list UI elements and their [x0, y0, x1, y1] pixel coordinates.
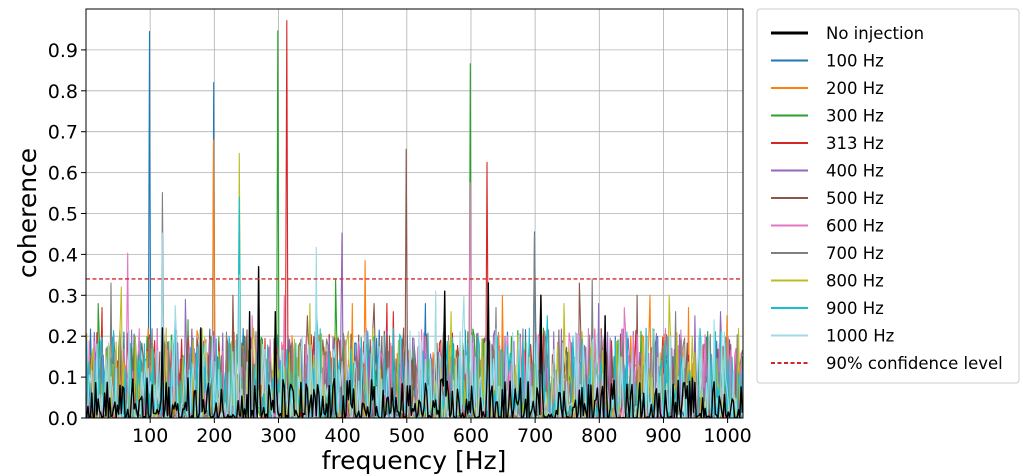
legend-label: 800 Hz	[826, 272, 884, 291]
y-tick-label: 0.3	[48, 285, 78, 307]
x-tick-label: 500	[389, 425, 425, 447]
legend-label: No injection	[826, 24, 924, 43]
y-tick-label: 0.0	[48, 408, 78, 430]
y-tick-label: 0.9	[48, 40, 78, 62]
legend-label: 400 Hz	[826, 162, 884, 181]
legend-label: 500 Hz	[826, 189, 884, 208]
x-tick-label: 300	[260, 425, 296, 447]
x-axis-ticks: 100 200 300 400 500 600 700 800 900 1000	[132, 418, 752, 447]
x-tick-label: 400	[325, 425, 361, 447]
legend-label: 600 Hz	[826, 217, 884, 236]
x-tick-label: 200	[196, 425, 232, 447]
x-tick-label: 100	[132, 425, 168, 447]
x-tick-label: 800	[581, 425, 617, 447]
x-tick-label: 1000	[703, 425, 751, 447]
y-axis-title: coherence	[13, 148, 42, 278]
y-tick-label: 0.1	[48, 367, 78, 389]
legend-label: 200 Hz	[826, 79, 884, 98]
x-tick-label: 600	[453, 425, 489, 447]
y-tick-label: 0.4	[48, 244, 78, 266]
y-axis-ticks: 0.0 0.1 0.2 0.3 0.4 0.5 0.6 0.7 0.8 0.9	[48, 40, 86, 430]
legend-label: 900 Hz	[826, 299, 884, 318]
series-line	[86, 266, 743, 418]
y-tick-label: 0.2	[48, 326, 78, 348]
legend-label: 313 Hz	[826, 134, 884, 153]
y-tick-label: 0.8	[48, 81, 78, 103]
legend-box	[756, 8, 1020, 384]
y-tick-label: 0.5	[48, 204, 78, 226]
legend-label: 90% confidence level	[826, 354, 1003, 373]
legend-label: 100 Hz	[826, 52, 884, 71]
series-layer	[86, 19, 743, 418]
y-tick-label: 0.7	[48, 122, 78, 144]
legend-label: 300 Hz	[826, 107, 884, 126]
x-tick-label: 700	[517, 425, 553, 447]
x-tick-label: 900	[645, 425, 681, 447]
x-axis-title: frequency [Hz]	[322, 446, 507, 475]
y-tick-label: 0.6	[48, 163, 78, 185]
legend-label: 700 Hz	[826, 244, 884, 263]
legend: No injection 100 Hz 200 Hz 300 Hz 313 Hz 400 …	[756, 8, 1020, 384]
legend-label: 1000 Hz	[826, 327, 894, 346]
